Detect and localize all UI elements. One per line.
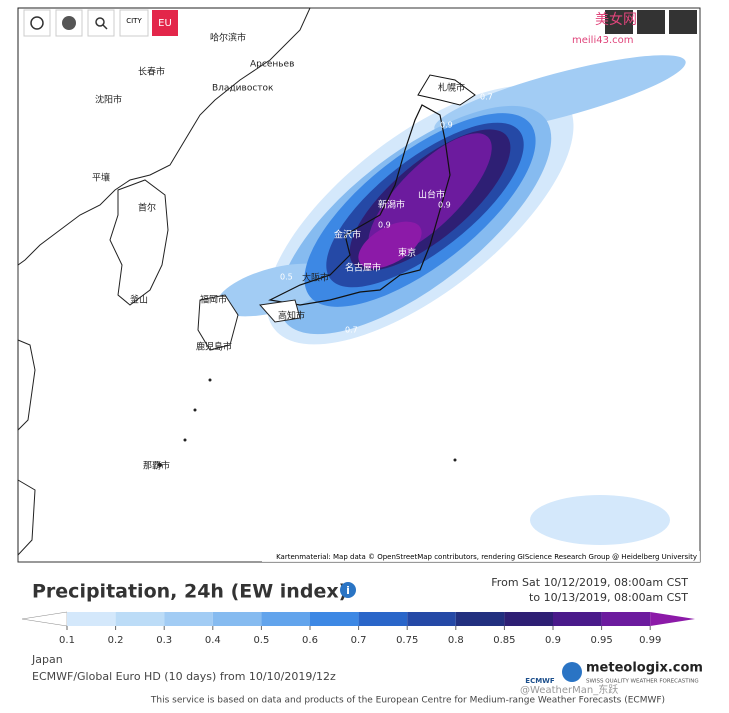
- legend-swatch: [310, 612, 359, 626]
- zoom-button[interactable]: [87, 9, 115, 37]
- zoom-icon: [95, 17, 105, 27]
- legend-swatch: [358, 612, 408, 626]
- period-from: From Sat 10/12/2019, 08:00am CST: [491, 576, 688, 589]
- contour-label: 0.9: [438, 201, 451, 210]
- service-note: This service is based on data and produc…: [150, 696, 665, 706]
- contour-label: 0.9: [440, 121, 453, 130]
- kyushu: [197, 294, 239, 351]
- contour-label: 0.5: [382, 364, 395, 373]
- info-button[interactable]: [340, 582, 356, 598]
- contour-label: 0.7: [480, 93, 493, 102]
- legend-label: 0.99: [639, 635, 661, 646]
- legend-swatch: [164, 612, 213, 626]
- contour-label: 0.5: [280, 273, 293, 282]
- region: Japan: [31, 653, 63, 666]
- watermark: 美女网: [595, 11, 637, 28]
- facebook-button[interactable]: [637, 10, 665, 34]
- city-label: 哈尔滨市: [210, 32, 246, 44]
- legend-swatch: [553, 612, 602, 626]
- city-label: Арсеньев: [250, 60, 294, 70]
- meteologix-logo: [562, 662, 582, 682]
- coast-west: [17, 339, 36, 432]
- attribution: Kartenmaterial: Map data © OpenStreetMap…: [276, 553, 697, 561]
- city-label: 山台市: [418, 189, 445, 201]
- city-label: 釜山: [130, 294, 148, 306]
- legend-label: 0.5: [253, 635, 269, 646]
- city-button-label: CITY: [126, 17, 142, 25]
- city-label: 福岡市: [200, 294, 227, 306]
- legend-label: 0.7: [351, 635, 367, 646]
- attribution-bg: [262, 551, 700, 562]
- legend-swatch: [650, 612, 695, 626]
- city-label: Владивосток: [212, 84, 274, 94]
- legend-swatch: [504, 612, 553, 626]
- legend-swatch: [601, 612, 651, 626]
- contour-label: 0.9: [378, 221, 391, 230]
- model-info: ECMWF/Global Euro HD (10 days) from 10/1…: [32, 670, 336, 683]
- shikoku: [259, 299, 301, 323]
- precipitation-field: [216, 55, 686, 545]
- zoom-icon: [102, 24, 108, 30]
- coast-southwest: [17, 479, 36, 557]
- hokkaido: [417, 74, 476, 106]
- legend: 0.1 0.2 0.3 0.4 0.5 0.6 0.7 0.75 0.8 0.85 0.9 0.95 0…: [21, 611, 695, 646]
- download-button[interactable]: [669, 10, 697, 34]
- city-label: 平壤: [92, 172, 110, 184]
- contour-label: 0.7: [510, 76, 523, 85]
- city-label: 高知市: [278, 310, 305, 322]
- region-button-label: EU: [158, 18, 172, 29]
- legend-label: 0.8: [448, 635, 464, 646]
- map: 札幌市 新潟市 山台市 金沢市 東京 名古屋市 大阪市 福岡市 高知市 鹿児島市…: [17, 7, 700, 562]
- legend-label: 0.4: [205, 635, 221, 646]
- legend-swatch: [115, 612, 165, 626]
- ecmwf-logo: ECMWF: [525, 677, 555, 685]
- twitter-button[interactable]: [605, 10, 633, 34]
- globe-icon: [62, 16, 76, 30]
- legend-label: 0.2: [108, 635, 124, 646]
- refresh-icon: [30, 16, 44, 30]
- legend-label: 0.75: [396, 635, 418, 646]
- toolbar: CITY EU 美女网 meili43.com: [23, 9, 697, 46]
- legend-swatch: [407, 612, 456, 626]
- city-label: 新潟市: [378, 199, 405, 211]
- legend-label: 0.6: [302, 635, 318, 646]
- legend-label: 0.95: [590, 635, 612, 646]
- honshu: [268, 104, 451, 306]
- legend-swatch: [212, 612, 262, 626]
- city-label: 那覇市: [143, 460, 170, 472]
- refresh-button[interactable]: [23, 9, 51, 37]
- legend-label: 0.1: [59, 635, 75, 646]
- city-label: 東京: [398, 247, 416, 259]
- legend-swatch: [67, 612, 116, 626]
- city-button[interactable]: [119, 9, 149, 37]
- watermark: @WeatherMan_东跃: [520, 683, 618, 696]
- legend-label: 0.85: [493, 635, 515, 646]
- islands: [158, 378, 457, 467]
- contour-label: 0.7: [345, 326, 358, 335]
- region-button[interactable]: [152, 10, 178, 36]
- city-label: 长春市: [138, 66, 165, 78]
- city-label: 鹿児島市: [196, 341, 232, 353]
- legend-swatch: [455, 612, 505, 626]
- footer: Precipitation, 24h (EW index) i From Sat…: [21, 576, 703, 706]
- brand: meteologix.com: [586, 661, 703, 676]
- legend-label: 0.3: [156, 635, 172, 646]
- mainland: [17, 7, 311, 266]
- info-icon: i: [346, 584, 350, 597]
- brand-tagline: SWISS QUALITY WEATHER FORECASTING: [586, 679, 699, 685]
- city-label: 首尔: [138, 202, 156, 214]
- watermark: meili43.com: [572, 35, 634, 46]
- city-label: 大阪市: [302, 272, 329, 284]
- legend-swatch: [261, 612, 310, 626]
- city-label: 札幌市: [438, 82, 465, 94]
- legend-start: [21, 611, 68, 627]
- city-label: 沈阳市: [95, 94, 122, 106]
- period-to: to 10/13/2019, 08:00am CST: [529, 591, 688, 604]
- city-label: 金沢市: [334, 229, 361, 241]
- city-label: 名古屋市: [345, 262, 381, 274]
- map-title: Precipitation, 24h (EW index): [32, 581, 347, 603]
- korea: [109, 179, 169, 306]
- legend-label: 0.9: [545, 635, 561, 646]
